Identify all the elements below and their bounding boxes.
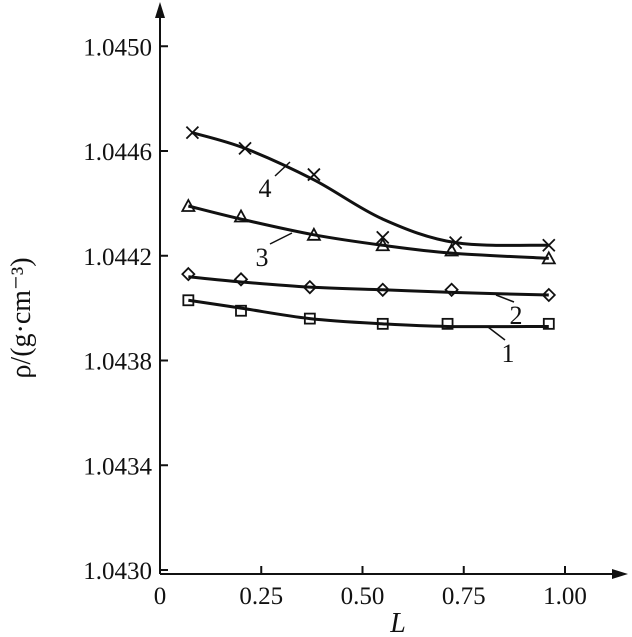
series-1-point <box>376 317 389 330</box>
series-3-point <box>180 198 196 212</box>
y-ticks: 1.0430 1.0434 1.0438 1.0442 1.0446 1.0450 <box>83 34 168 585</box>
series-4-label: 4 <box>259 174 272 203</box>
x-axis-arrow <box>612 569 628 579</box>
x-ticks: 0 0.25 0.50 0.75 1.00 <box>154 566 587 610</box>
y-tick-label: 1.0450 <box>83 34 152 61</box>
series-4-point <box>542 238 556 252</box>
series-1-label: 1 <box>502 339 515 368</box>
series-2-label: 2 <box>510 301 523 330</box>
series-4-point <box>376 230 390 245</box>
series-3-point <box>375 237 391 252</box>
series-2-point <box>375 282 391 298</box>
series-1-point <box>303 312 316 325</box>
x-tick-label: 1.00 <box>543 583 587 610</box>
y-tick-label: 1.0438 <box>83 349 152 376</box>
series-3-label: 3 <box>256 243 269 272</box>
y-tick-label: 1.0446 <box>83 139 152 166</box>
series-3-point <box>444 242 460 257</box>
series-1-point <box>441 317 454 330</box>
series-2-point <box>541 287 557 303</box>
series-3-leader-line <box>269 232 293 245</box>
y-tick-label: 1.0430 <box>83 558 152 585</box>
series-4-point <box>307 167 321 182</box>
series-3-point <box>541 250 557 265</box>
x-tick-label: 0.25 <box>239 583 283 610</box>
axes <box>155 2 628 579</box>
series-1-point <box>235 304 247 317</box>
series-2-leader-line <box>495 294 515 303</box>
series-curves <box>187 131 549 329</box>
series-3-point <box>233 208 249 223</box>
x-tick-label: 0 <box>154 583 167 610</box>
series-4-leader-line <box>274 161 291 177</box>
series-2-line <box>188 275 549 297</box>
series-2-point <box>302 279 318 295</box>
y-axis-arrow <box>155 2 165 18</box>
series-1-point <box>542 317 555 330</box>
series-3-point <box>306 226 322 241</box>
x-axis-title: L <box>389 608 406 637</box>
series-markers <box>180 126 557 330</box>
y-axis-title: ρ/(g·cm⁻³) <box>6 257 37 378</box>
series-2-point <box>181 266 196 282</box>
y-tick-label: 1.0442 <box>83 244 152 271</box>
series-labels: 1 2 3 4 <box>256 161 523 368</box>
series-4-point <box>185 126 200 140</box>
x-tick-label: 0.50 <box>341 583 385 610</box>
series-1-line <box>188 298 549 329</box>
series-4-point <box>238 141 252 156</box>
series-4-point <box>449 236 463 250</box>
series-2-point <box>233 272 249 287</box>
y-tick-label: 1.0434 <box>83 453 152 480</box>
series-1-leader-line <box>487 326 506 341</box>
series-1-point <box>182 294 195 307</box>
series-3-line <box>187 204 549 260</box>
x-tick-label: 0.75 <box>442 583 486 610</box>
series-2-point <box>444 282 459 298</box>
